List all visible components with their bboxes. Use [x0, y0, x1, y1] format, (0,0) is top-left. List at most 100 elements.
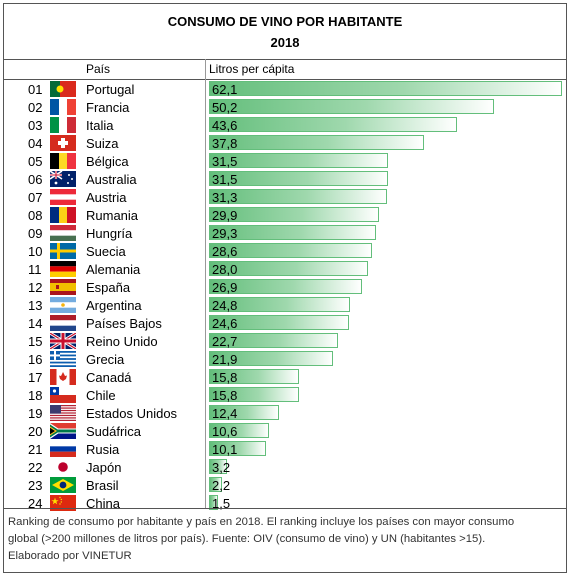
value-label: 29,3 — [212, 226, 238, 241]
country-label: Portugal — [86, 82, 135, 97]
country-label: Austria — [86, 190, 127, 205]
title-box: CONSUMO DE VINO POR HABITANTE 2018 — [4, 4, 566, 60]
romania-flag-icon — [50, 207, 76, 223]
country-label: Bélgica — [86, 154, 129, 169]
china-flag-icon — [50, 495, 76, 511]
country-label: Países Bajos — [86, 316, 162, 331]
value-bar — [209, 117, 457, 132]
rank-label: 14 — [28, 316, 43, 331]
table-row: 20 Sudáfrica 10,6 — [4, 422, 566, 440]
country-label: Japón — [86, 460, 122, 475]
rank-label: 23 — [28, 478, 43, 493]
value-label: 37,8 — [212, 136, 238, 151]
rank-label: 08 — [28, 208, 43, 223]
column-divider — [205, 59, 206, 508]
table-row: 15 Reino Unido 22,7 — [4, 332, 566, 350]
country-label: Argentina — [86, 298, 142, 313]
sweden-flag-icon — [50, 243, 76, 259]
rank-label: 01 — [28, 82, 43, 97]
japan-flag-icon — [50, 459, 76, 475]
value-label: 2,2 — [212, 478, 231, 493]
rank-label: 05 — [28, 154, 43, 169]
switzerland-flag-icon — [50, 135, 76, 151]
value-label: 15,8 — [212, 388, 238, 403]
table-row: 04 Suiza 37,8 — [4, 134, 566, 152]
rank-label: 22 — [28, 460, 43, 475]
rank-label: 16 — [28, 352, 43, 367]
germany-flag-icon — [50, 261, 76, 277]
value-bar — [209, 207, 379, 222]
spain-flag-icon — [50, 279, 76, 295]
value-bar — [209, 135, 424, 150]
rank-label: 21 — [28, 442, 43, 457]
country-label: Rumania — [86, 208, 139, 223]
value-bar — [209, 333, 338, 348]
footnote-line: global (>200 millones de litros por país… — [8, 533, 486, 545]
rank-label: 07 — [28, 190, 43, 205]
table-row: 13 Argentina 24,8 — [4, 296, 566, 314]
value-label: 10,6 — [212, 424, 238, 439]
country-label: Estados Unidos — [86, 406, 178, 421]
rank-label: 24 — [28, 496, 43, 511]
table-row: 12 España 26,9 — [4, 278, 566, 296]
country-label: China — [86, 496, 120, 511]
france-flag-icon — [50, 99, 76, 115]
greece-flag-icon — [50, 351, 76, 367]
rank-label: 10 — [28, 244, 43, 259]
italy-flag-icon — [50, 117, 76, 133]
value-label: 24,6 — [212, 316, 238, 331]
value-bar — [209, 387, 299, 402]
table-row: 02 Francia 50,2 — [4, 98, 566, 116]
belgium-flag-icon — [50, 153, 76, 169]
rank-label: 12 — [28, 280, 43, 295]
country-label: Brasil — [86, 478, 119, 493]
country-column-header: País — [86, 62, 111, 76]
country-label: Grecia — [86, 352, 125, 367]
country-label: Sudáfrica — [86, 424, 141, 439]
usa-flag-icon — [50, 405, 76, 421]
value-bar — [209, 405, 279, 420]
chart-frame: CONSUMO DE VINO POR HABITANTE 2018 País … — [3, 3, 567, 573]
value-bar — [209, 171, 388, 186]
table-row: 14 Países Bajos 24,6 — [4, 314, 566, 332]
value-bar — [209, 477, 222, 492]
value-bar — [209, 459, 227, 474]
uk-flag-icon — [50, 333, 76, 349]
chile-flag-icon — [50, 387, 76, 403]
footnote: Ranking de consumo por habitante y país … — [4, 508, 566, 572]
table-row: 23 Brasil 2,2 — [4, 476, 566, 494]
country-label: Italia — [86, 118, 114, 133]
netherlands-flag-icon — [50, 315, 76, 331]
portugal-flag-icon — [50, 81, 76, 97]
table-row: 09 Hungría 29,3 — [4, 224, 566, 242]
rank-label: 19 — [28, 406, 43, 421]
table-row: 17 Canadá 15,8 — [4, 368, 566, 386]
rank-label: 09 — [28, 226, 43, 241]
table-row: 10 Suecia 28,6 — [4, 242, 566, 260]
value-label: 3,2 — [212, 460, 231, 475]
country-label: España — [86, 280, 131, 295]
value-bar — [209, 261, 368, 276]
table-row: 19 Estados Unidos 12,4 — [4, 404, 566, 422]
brazil-flag-icon — [50, 477, 76, 493]
value-label: 28,0 — [212, 262, 238, 277]
value-column-header: Litros per cápita — [209, 62, 295, 76]
value-label: 10,1 — [212, 442, 238, 457]
argentina-flag-icon — [50, 297, 76, 313]
chart-subtitle: 2018 — [270, 35, 300, 50]
value-label: 62,1 — [212, 82, 238, 97]
hungary-flag-icon — [50, 225, 76, 241]
russia-flag-icon — [50, 441, 76, 457]
value-label: 21,9 — [212, 352, 238, 367]
rank-label: 04 — [28, 136, 43, 151]
table-row: 07 Austria 31,3 — [4, 188, 566, 206]
value-label: 29,9 — [212, 208, 238, 223]
value-bar — [209, 441, 266, 456]
table-row: 18 Chile 15,8 — [4, 386, 566, 404]
value-bar — [209, 225, 376, 240]
value-bar — [209, 243, 372, 258]
value-bar — [209, 369, 299, 384]
canada-flag-icon — [50, 369, 76, 385]
value-label: 12,4 — [212, 406, 238, 421]
rank-label: 03 — [28, 118, 43, 133]
